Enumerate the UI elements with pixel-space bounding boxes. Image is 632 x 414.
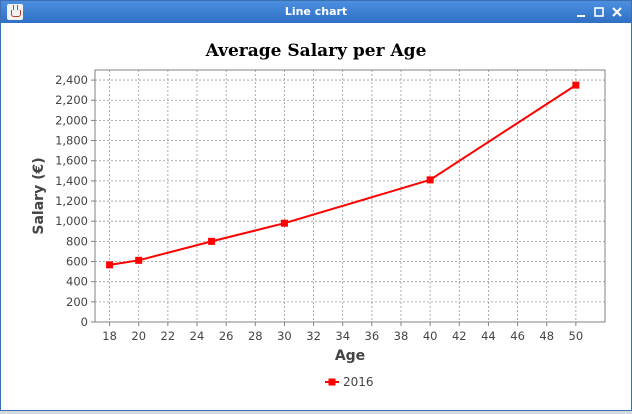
java-cup-icon [7,4,23,20]
x-tick-label: 42 [452,329,467,343]
x-tick-label: 24 [190,329,205,343]
x-tick-label: 28 [248,329,263,343]
series-line-2016 [109,84,577,266]
x-axis: 18 20 22 24 26 28 30 32 34 36 38 40 42 44 46 48 50 [102,322,583,343]
chart-title: Average Salary per Age [205,41,427,61]
x-tick-label: 44 [481,329,496,343]
x-tick-label: 30 [277,329,292,343]
y-tick-label: 400 [66,275,88,289]
data-point [572,81,580,89]
y-tick-label: 1,600 [55,154,88,168]
data-point [280,219,288,227]
x-tick-label: 22 [161,329,176,343]
x-tick-label: 38 [394,329,409,343]
y-tick-label: 2,400 [55,73,88,87]
x-tick-label: 32 [306,329,321,343]
x-tick-label: 48 [539,329,554,343]
chart-panel: Average Salary per Age 0 200 400 600 800 1,00… [1,23,631,410]
data-point [426,176,434,184]
grid [95,70,605,323]
x-tick-label: 40 [423,329,438,343]
y-tick-label: 1,200 [55,194,88,208]
data-point [106,261,114,269]
x-tick-label: 50 [569,329,584,343]
line-chart: Average Salary per Age 0 200 400 600 800 1,00… [31,41,606,389]
x-tick-label: 18 [102,329,117,343]
maximize-icon[interactable] [591,4,607,20]
y-tick-label: 1,800 [55,134,88,148]
y-tick-label: 2,000 [55,113,88,127]
legend-label: 2016 [343,375,374,389]
plot-area [94,69,606,323]
title-bar[interactable]: Line chart [1,1,631,23]
x-tick-label: 34 [335,329,350,343]
series-layer [106,81,580,269]
window-title: Line chart [284,5,348,18]
y-tick-label: 800 [66,234,88,248]
y-axis-label: Salary (€) [31,157,47,234]
legend: 2016 [325,375,374,389]
data-point [135,256,143,264]
y-tick-label: 1,400 [55,174,88,188]
x-tick-label: 36 [365,329,380,343]
x-tick-label: 20 [131,329,146,343]
y-axis: 0 200 400 600 800 1,000 1,200 1,400 1,600 1,800 2,… [55,73,95,329]
minimize-icon[interactable] [573,4,589,20]
legend-marker [328,378,336,386]
x-axis-label: Age [335,348,365,364]
y-tick-label: 2,200 [55,93,88,107]
y-tick-label: 1,000 [55,214,88,228]
y-tick-label: 0 [81,315,88,329]
x-tick-label: 46 [510,329,525,343]
y-tick-label: 600 [66,255,88,269]
y-tick-label: 200 [66,295,88,309]
data-point [208,237,216,245]
close-icon[interactable] [609,4,625,20]
x-tick-label: 26 [219,329,234,343]
